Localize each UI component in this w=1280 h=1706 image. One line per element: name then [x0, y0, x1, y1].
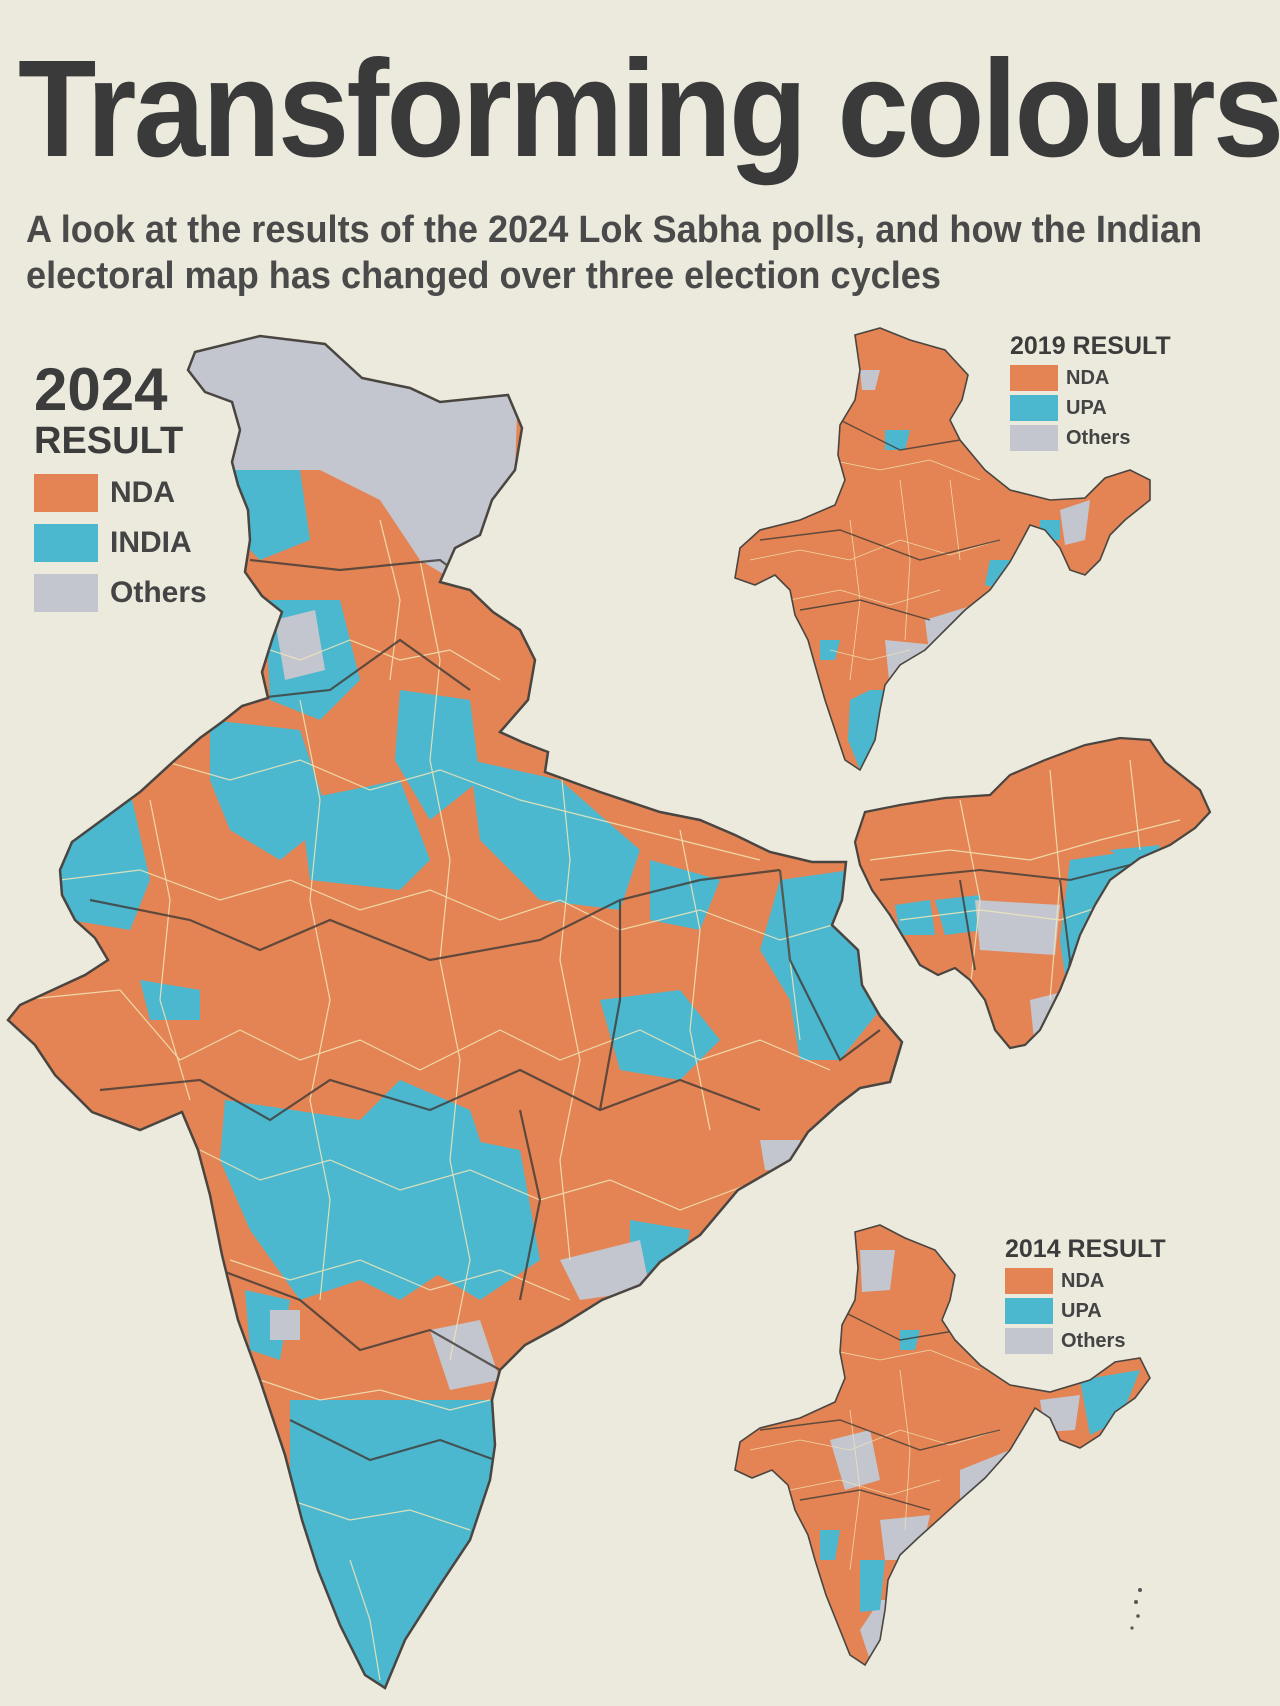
legend-item: NDA: [34, 474, 207, 512]
legend-label: INDIA: [110, 526, 192, 559]
legend-swatch-others: [34, 574, 98, 612]
legend-swatch-india: [34, 524, 98, 562]
legend-label: NDA: [1061, 1269, 1105, 1292]
legend-swatch-others: [1010, 425, 1058, 451]
legend-item: INDIA: [34, 524, 207, 562]
legend-swatch-others: [1005, 1328, 1053, 1354]
legend-label: Others: [1061, 1329, 1126, 1352]
legend-item: UPA: [1005, 1298, 1166, 1324]
legend-item: Others: [1010, 425, 1171, 451]
legend-2024: 2024 RESULT NDA INDIA Others: [34, 360, 207, 624]
legend-label: UPA: [1066, 396, 1107, 419]
legend-item: Others: [34, 574, 207, 612]
legend-2019-heading: 2019 RESULT: [1010, 332, 1171, 360]
legend-item: NDA: [1005, 1268, 1166, 1294]
legend-swatch-nda: [1005, 1268, 1053, 1294]
legend-label: Others: [110, 576, 207, 609]
legend-2024-subheading: RESULT: [34, 420, 184, 462]
legend-swatch-upa: [1005, 1298, 1053, 1324]
page-subtitle: A look at the results of the 2024 Lok Sa…: [26, 209, 1203, 297]
legend-swatch-nda: [34, 474, 98, 512]
page-title: Transforming colours: [18, 32, 1280, 186]
legend-2014-heading: 2014 RESULT: [1005, 1235, 1166, 1263]
legend-label: NDA: [1066, 366, 1110, 389]
legend-2014: 2014 RESULT NDA UPA Others: [1005, 1237, 1166, 1358]
legend-item: Others: [1005, 1328, 1166, 1354]
legend-2019: 2019 RESULT NDA UPA Others: [1010, 334, 1171, 455]
legend-label: UPA: [1061, 1299, 1102, 1322]
legend-swatch-upa: [1010, 395, 1058, 421]
legend-item: NDA: [1010, 365, 1171, 391]
legend-swatch-nda: [1010, 365, 1058, 391]
legend-item: UPA: [1010, 395, 1171, 421]
legend-label: Others: [1066, 426, 1131, 449]
andaman-islands: [1130, 1588, 1142, 1630]
legend-2024-year: 2024: [34, 356, 168, 423]
legend-label: NDA: [110, 476, 175, 509]
